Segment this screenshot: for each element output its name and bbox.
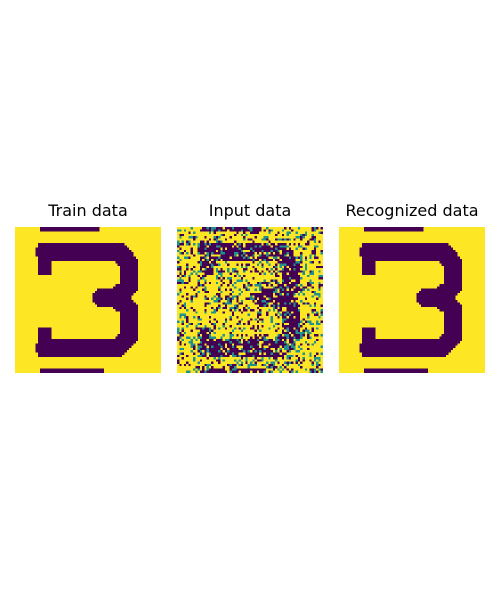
panel-title-input: Input data [208,201,292,220]
panel-input-data [177,227,323,373]
train-image [15,227,161,373]
panel-title-recognized: Recognized data [345,201,479,220]
panel-recognized-data [339,227,485,373]
panel-train-data [15,227,161,373]
panel-title-train: Train data [48,201,128,220]
input-image [177,227,323,373]
recognized-image [339,227,485,373]
